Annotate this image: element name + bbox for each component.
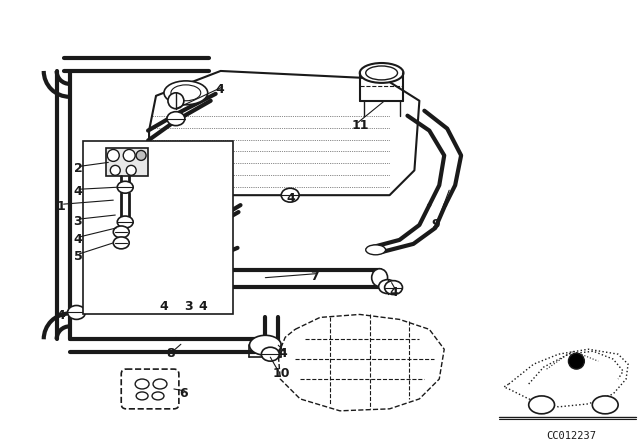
Ellipse shape (117, 216, 133, 228)
Ellipse shape (110, 165, 120, 175)
Ellipse shape (153, 379, 167, 389)
Polygon shape (504, 349, 628, 407)
Text: 3: 3 (74, 215, 82, 228)
Ellipse shape (124, 150, 135, 161)
Polygon shape (529, 351, 623, 384)
Ellipse shape (281, 188, 299, 202)
Ellipse shape (135, 379, 149, 389)
Ellipse shape (568, 353, 584, 369)
Ellipse shape (379, 280, 397, 293)
Ellipse shape (152, 392, 164, 400)
Text: 10: 10 (272, 367, 290, 380)
Ellipse shape (360, 63, 403, 83)
Text: 2: 2 (74, 162, 83, 175)
Ellipse shape (113, 237, 129, 249)
Text: 3: 3 (184, 300, 193, 313)
Text: 6: 6 (179, 387, 188, 400)
Ellipse shape (126, 165, 136, 175)
Ellipse shape (136, 392, 148, 400)
Text: 5: 5 (74, 250, 83, 263)
Ellipse shape (529, 396, 554, 414)
Bar (106, 148, 148, 177)
Text: CC012237: CC012237 (547, 431, 596, 441)
Ellipse shape (68, 306, 86, 319)
Text: 4: 4 (199, 300, 207, 313)
Text: 4: 4 (74, 233, 83, 246)
Polygon shape (278, 314, 444, 411)
Text: 11: 11 (352, 119, 369, 132)
Text: 8: 8 (166, 347, 175, 360)
Ellipse shape (385, 280, 403, 294)
Ellipse shape (136, 151, 146, 160)
Ellipse shape (365, 66, 397, 80)
Ellipse shape (171, 85, 201, 101)
Ellipse shape (167, 112, 185, 125)
Ellipse shape (365, 245, 385, 255)
Text: 4: 4 (390, 286, 398, 299)
Ellipse shape (592, 396, 618, 414)
Text: 4: 4 (57, 310, 65, 323)
Text: 1: 1 (57, 200, 65, 213)
Bar (83, 141, 232, 314)
Text: 9: 9 (431, 218, 440, 231)
Polygon shape (149, 71, 419, 195)
Text: 4: 4 (278, 347, 287, 360)
Ellipse shape (164, 81, 208, 105)
Ellipse shape (161, 262, 177, 274)
Ellipse shape (117, 181, 133, 193)
FancyBboxPatch shape (121, 369, 179, 409)
Ellipse shape (261, 347, 279, 361)
Text: 4: 4 (216, 83, 225, 96)
Text: 4: 4 (74, 185, 83, 198)
Ellipse shape (250, 335, 281, 355)
Ellipse shape (372, 269, 388, 287)
Ellipse shape (108, 150, 119, 161)
Ellipse shape (168, 93, 184, 109)
Ellipse shape (113, 226, 129, 238)
Text: 4: 4 (286, 192, 295, 205)
Text: 7: 7 (310, 270, 319, 283)
Text: 4: 4 (159, 300, 168, 313)
